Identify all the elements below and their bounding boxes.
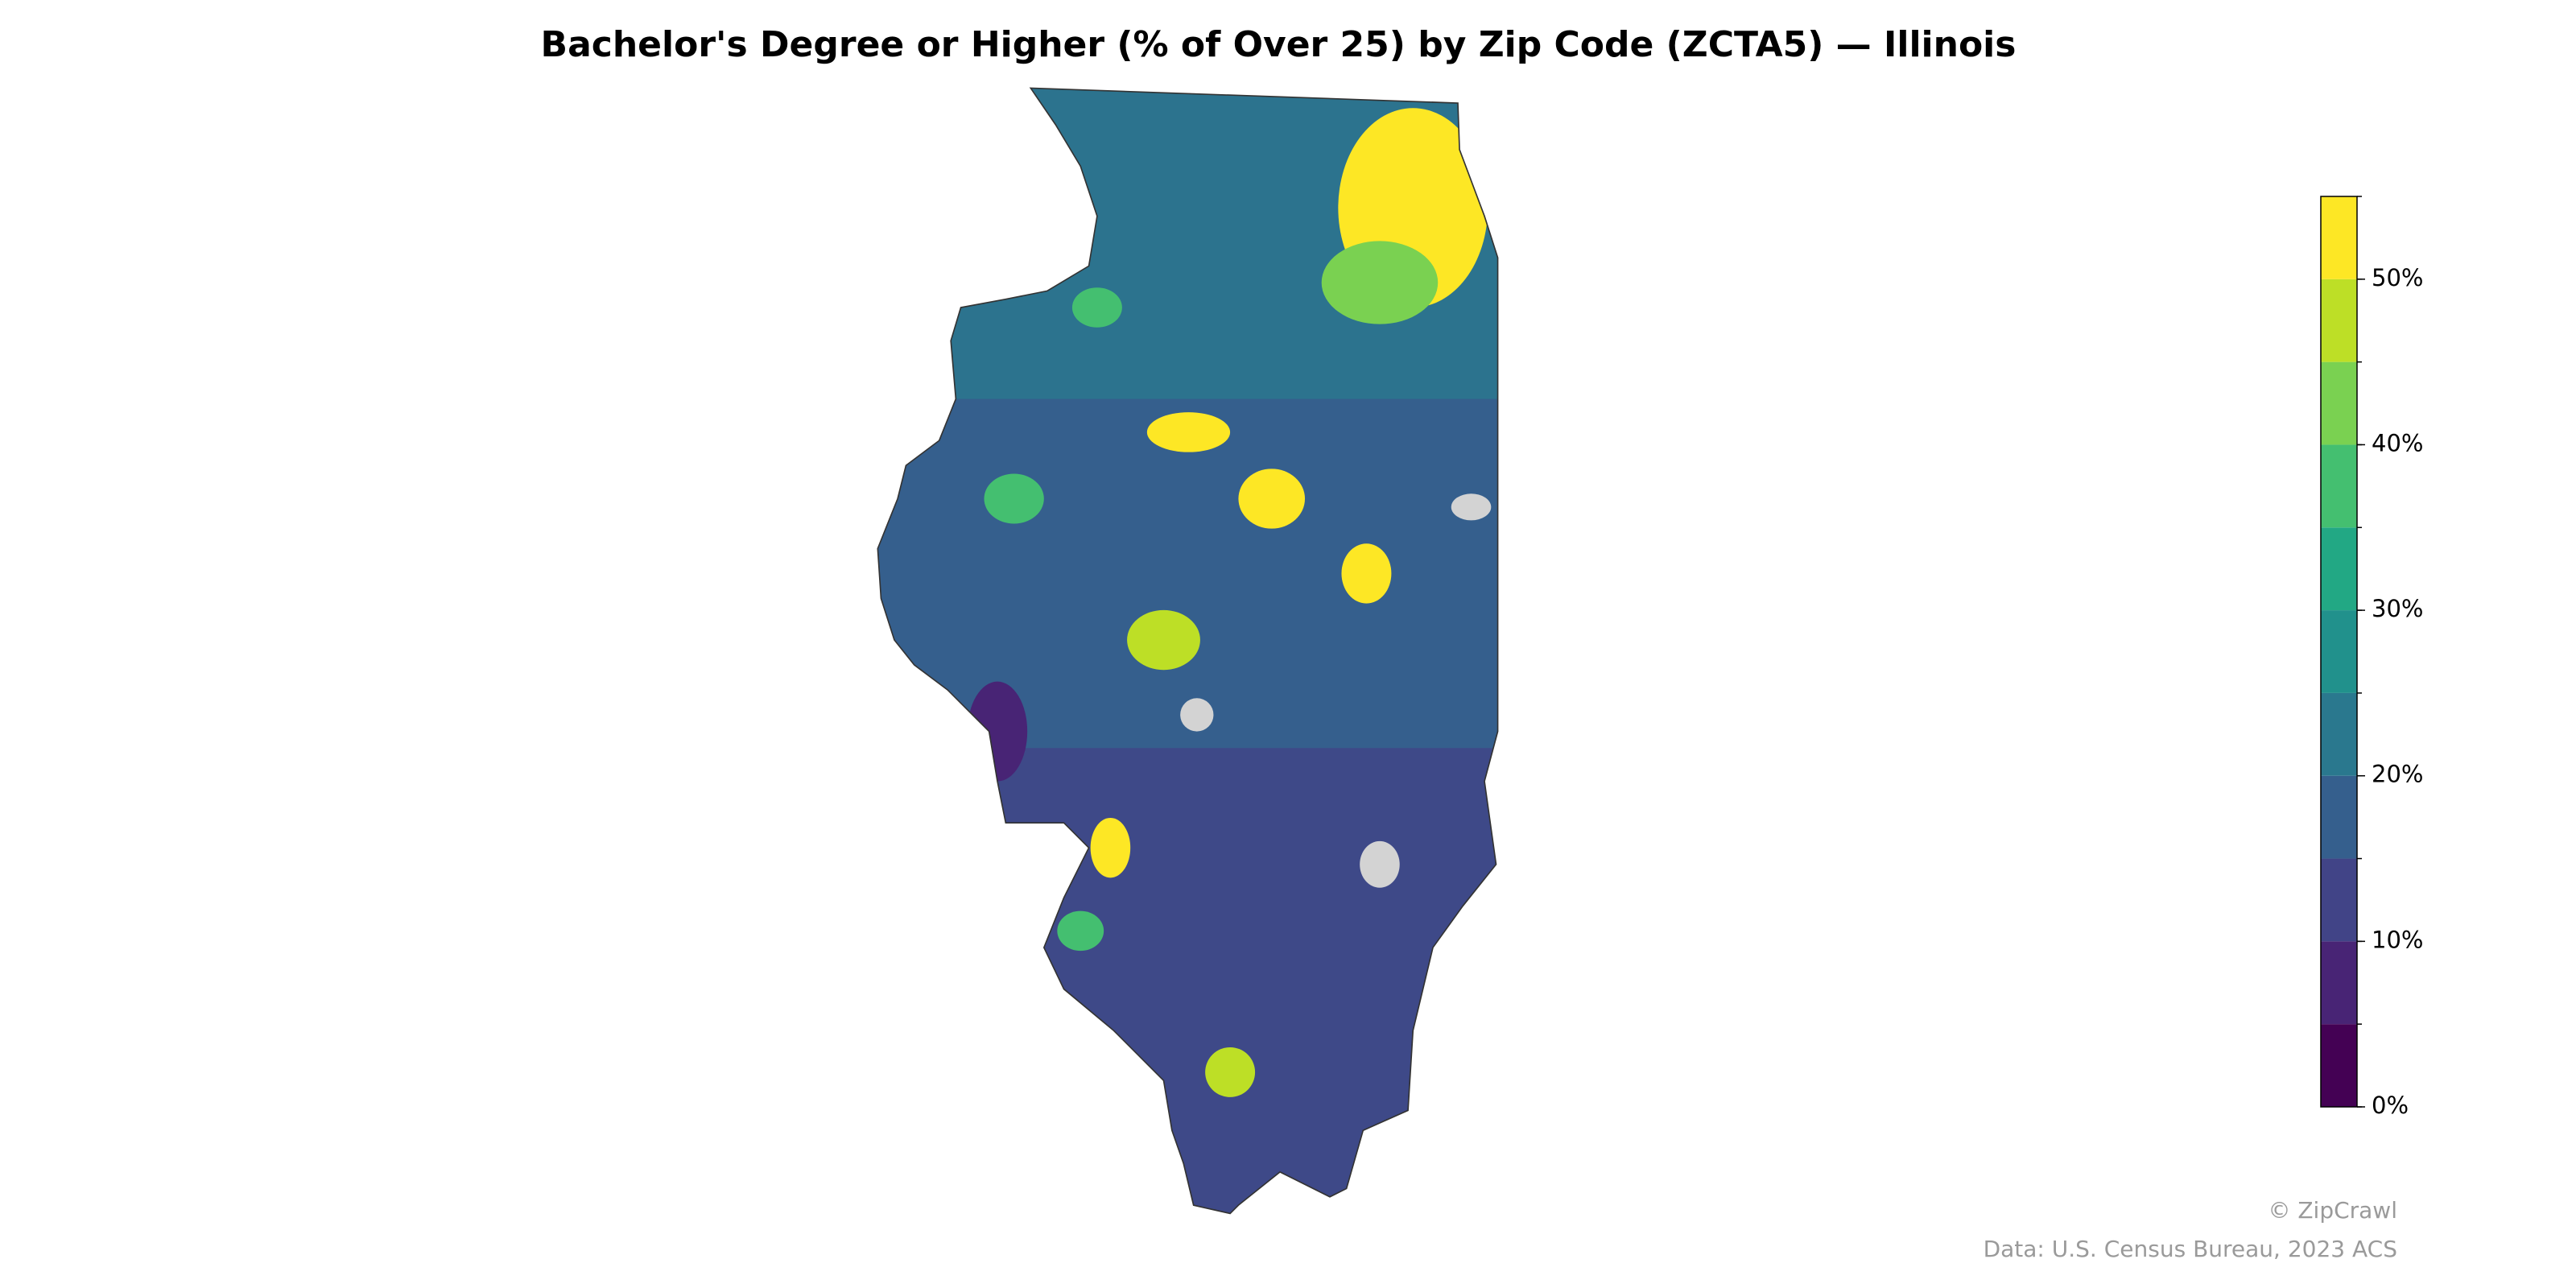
champaign [1341, 543, 1392, 604]
colorbar-bin [2321, 858, 2357, 942]
colorbar-tick-label: 40% [2372, 429, 2423, 456]
map-title: Bachelor's Degree or Higher (% of Over 2… [541, 24, 2017, 65]
colorbar-bin [2321, 1024, 2357, 1107]
peoria [1146, 412, 1231, 452]
colorbar-bin [2321, 941, 2357, 1025]
colorbar-bin [2321, 527, 2357, 611]
colorbar-bin [2321, 279, 2357, 362]
illinois-map [877, 87, 1499, 1215]
south-region [877, 748, 1498, 1214]
no-data [1180, 698, 1214, 732]
colorbar-bin [2321, 610, 2357, 693]
zip-regions [877, 88, 1498, 1214]
colorbar-bin [2321, 196, 2357, 279]
macomb [984, 473, 1044, 524]
colorbar-frame [2320, 196, 2358, 1108]
west-rural [967, 681, 1028, 782]
no-data [1451, 493, 1492, 521]
carbondale [1205, 1046, 1256, 1097]
metro-east [1090, 817, 1131, 878]
sw-area [1057, 910, 1104, 952]
colorbar-tick-label: 50% [2372, 264, 2423, 291]
colorbar-tick-label: 10% [2372, 926, 2423, 953]
colorbar-bin [2321, 361, 2357, 445]
colorbar-bin [2321, 775, 2357, 859]
colorbar-tick-label: 0% [2372, 1092, 2409, 1119]
suburbs [1321, 241, 1439, 324]
colorbar: 0% 10% 20% 30% 40% 50% [2320, 196, 2423, 1119]
springfield [1127, 609, 1200, 671]
colorbar-bin [2321, 444, 2357, 528]
source: Data: U.S. Census Bureau, 2023 ACS [1984, 1236, 2397, 1262]
bloomington [1238, 469, 1306, 529]
colorbar-tick-label: 30% [2372, 595, 2423, 622]
no-data [1360, 840, 1400, 888]
credit: © ZipCrawl [2268, 1197, 2397, 1224]
colorbar-tick-label: 20% [2372, 761, 2423, 788]
colorbar-bin [2321, 692, 2357, 776]
quad-area [1071, 287, 1122, 328]
